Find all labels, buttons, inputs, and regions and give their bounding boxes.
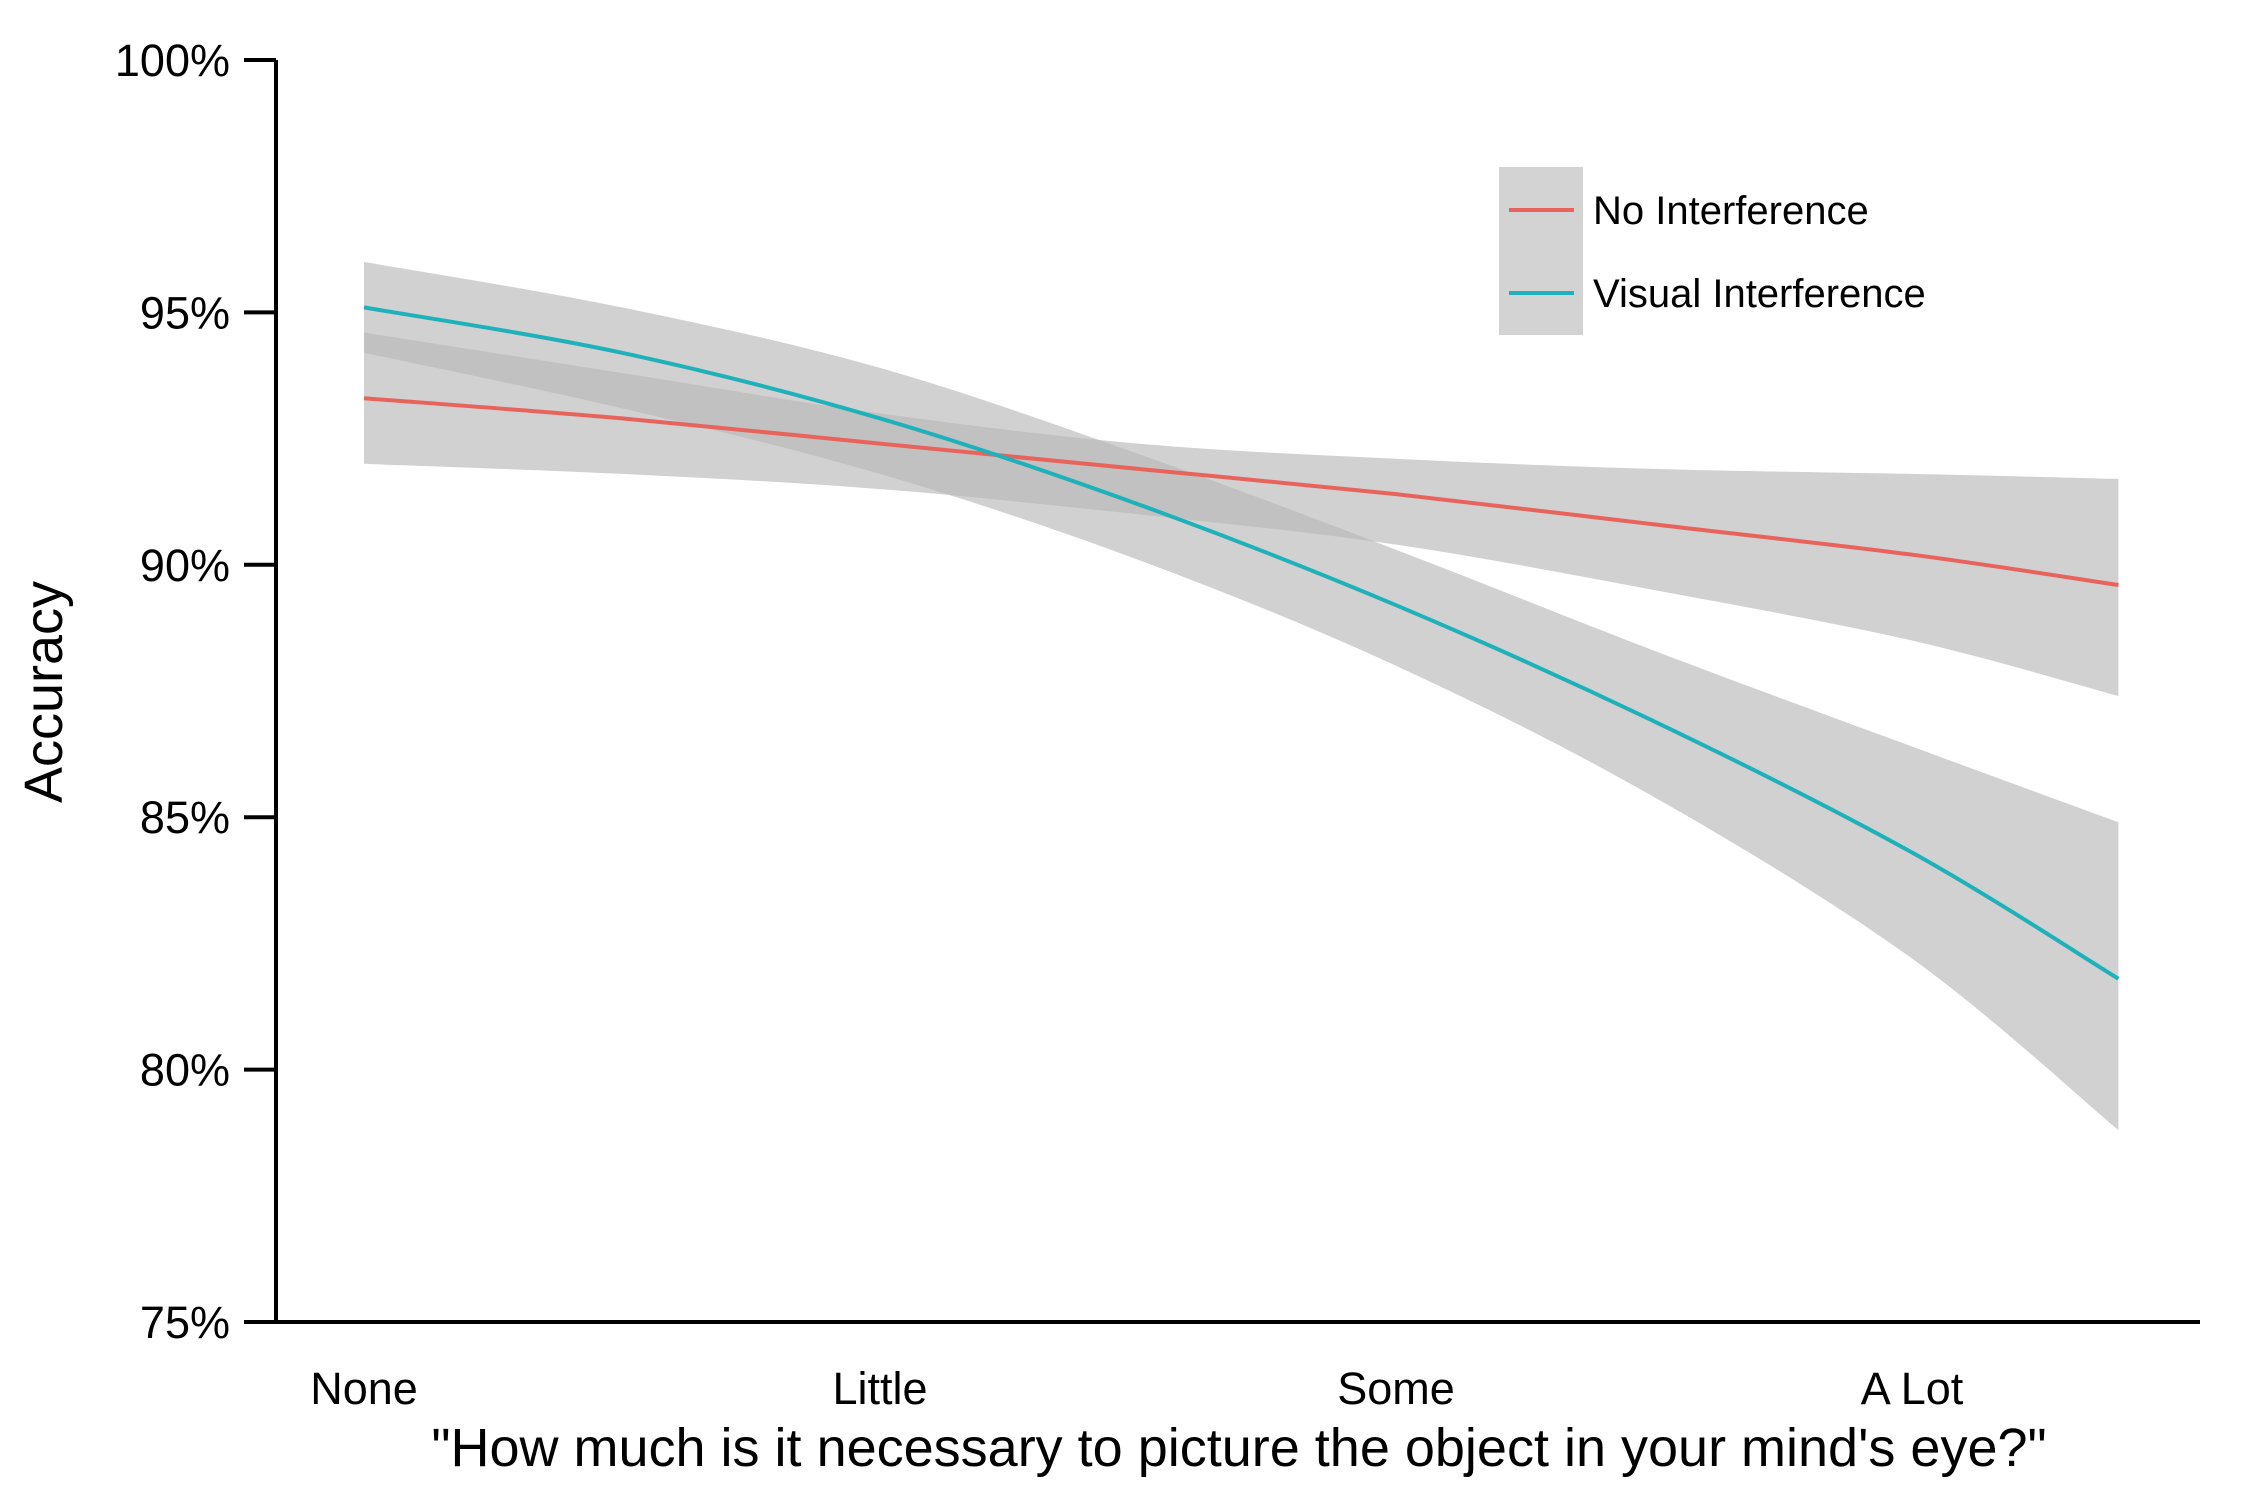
y-tick-label: 100% (115, 35, 230, 86)
axes (274, 60, 2200, 1324)
legend-key-background (1499, 167, 1583, 335)
y-tick-label: 95% (140, 287, 230, 338)
series-line-no-interference (363, 396, 2119, 587)
y-axis-title: Accuracy (14, 581, 74, 803)
y-tick-label: 85% (140, 792, 230, 843)
y-tick-label: 90% (140, 540, 230, 591)
y-tick-label: 75% (140, 1297, 230, 1348)
y-tick-label: 80% (140, 1045, 230, 1096)
y-ticks: 75% 80% 85% 90% 95% 100% (115, 35, 276, 1348)
series-line-visual-interference (363, 305, 2120, 981)
series-lines (363, 305, 2120, 981)
confidence-bands (364, 261, 2119, 1131)
legend-label-visual-interference: Visual Interference (1593, 272, 1926, 316)
x-tick-label: None (310, 1363, 418, 1414)
x-tick-label: Some (1337, 1363, 1455, 1414)
ci-band-visual-interference (364, 261, 2119, 1131)
legend: No Interference Visual Interference (1499, 167, 1926, 335)
legend-label-no-interference: No Interference (1593, 189, 1869, 233)
x-tick-label: A Lot (1861, 1363, 1964, 1414)
x-ticks: None Little Some A Lot (310, 1363, 1964, 1414)
x-axis-title: "How much is it necessary to picture the… (431, 1418, 2046, 1478)
x-tick-label: Little (832, 1363, 927, 1414)
